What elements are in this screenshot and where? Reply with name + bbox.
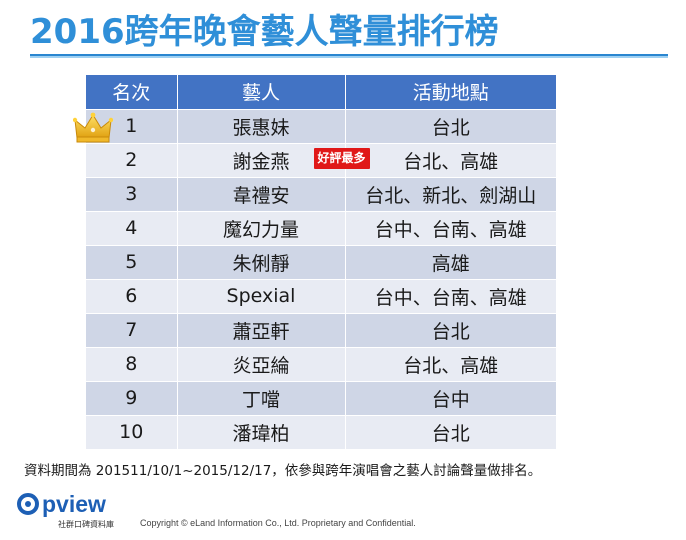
rank-cell: 9: [86, 380, 178, 415]
artist-cell: 潘瑋柏: [177, 414, 346, 449]
location-cell: 台北: [345, 108, 556, 143]
opview-logo: pview 社群口碑資料庫: [16, 492, 141, 536]
artist-cell: 蕭亞軒: [177, 312, 346, 347]
title-underline: [30, 54, 668, 58]
page-title: 2016跨年晚會藝人聲量排行榜: [30, 12, 499, 52]
artist-name: 謝金燕: [232, 150, 290, 173]
header-artist: 藝人: [177, 75, 346, 109]
rank-cell: 8: [86, 346, 178, 381]
logo-tagline: 社群口碑資料庫: [58, 520, 114, 529]
table-row: 6 Spexial 台中、台南、高雄: [86, 278, 556, 313]
table-row: 2 謝金燕 好評最多 台北、高雄: [86, 142, 556, 177]
rank-cell: 7: [86, 312, 178, 347]
table-row: 9 丁噹 台中: [86, 380, 556, 415]
rank-cell: 6: [86, 278, 178, 313]
logo-wordmark: pview: [42, 491, 106, 517]
header-rank: 名次: [86, 75, 178, 109]
header-location: 活動地點: [345, 75, 556, 109]
ranking-table: 名次 藝人 活動地點 1 張惠妹 台北 2 謝金燕 好評最多 台北、高雄 3: [86, 75, 556, 449]
location-cell: 台中: [345, 380, 556, 415]
rank-cell: 3: [86, 176, 178, 211]
table-row: 5 朱俐靜 高雄: [86, 244, 556, 279]
artist-cell: 朱俐靜: [177, 244, 346, 279]
artist-cell: Spexial: [177, 278, 346, 313]
rank-cell: 4: [86, 210, 178, 245]
table-header-row: 名次 藝人 活動地點: [86, 75, 556, 109]
rank-cell: 10: [86, 414, 178, 449]
location-cell: 台中、台南、高雄: [345, 278, 556, 313]
location-cell: 台北、高雄: [345, 142, 556, 177]
table-row: 10 潘瑋柏 台北: [86, 414, 556, 449]
rank-cell: 2: [86, 142, 178, 177]
artist-cell: 炎亞綸: [177, 346, 346, 381]
data-period-note: 資料期間為 201511/10/1~2015/12/17，依參與跨年演唱會之藝人…: [24, 463, 542, 479]
table-row: 8 炎亞綸 台北、高雄: [86, 346, 556, 381]
table-row: 3 韋禮安 台北、新北、劍湖山: [86, 176, 556, 211]
location-cell: 台中、台南、高雄: [345, 210, 556, 245]
location-cell: 台北、高雄: [345, 346, 556, 381]
artist-cell: 魔幻力量: [177, 210, 346, 245]
location-cell: 台北: [345, 312, 556, 347]
artist-cell: 張惠妹: [177, 108, 346, 143]
copyright-text: Copyright © eLand Information Co., Ltd. …: [140, 518, 416, 528]
opview-logo-icon: [17, 493, 39, 515]
artist-cell: 丁噹: [177, 380, 346, 415]
location-cell: 台北: [345, 414, 556, 449]
best-reviews-badge: 好評最多: [313, 147, 370, 169]
table-row: 4 魔幻力量 台中、台南、高雄: [86, 210, 556, 245]
artist-cell-with-badge: 謝金燕 好評最多: [177, 142, 370, 177]
rank-cell: 5: [86, 244, 178, 279]
table-row: 7 蕭亞軒 台北: [86, 312, 556, 347]
artist-cell: 韋禮安: [177, 176, 346, 211]
location-cell: 高雄: [345, 244, 556, 279]
location-cell: 台北、新北、劍湖山: [345, 176, 556, 211]
crown-icon: [73, 112, 113, 143]
table-row: 1 張惠妹 台北: [86, 108, 556, 143]
